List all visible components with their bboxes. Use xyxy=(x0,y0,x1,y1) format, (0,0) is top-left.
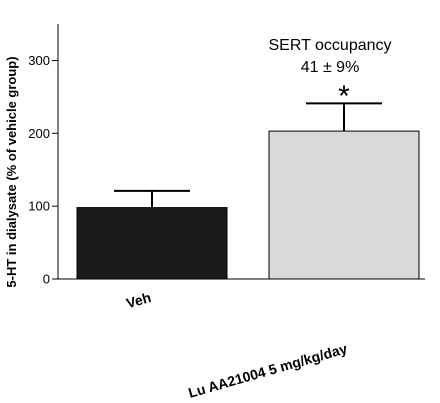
y-tick-label: 100 xyxy=(28,199,50,214)
y-tick-label: 300 xyxy=(28,53,50,68)
annotation-line2: 41 ± 9% xyxy=(301,59,360,76)
annotation-line1: SERT occupancy xyxy=(268,37,391,54)
y-tick-label: 0 xyxy=(43,272,50,287)
y-tick-label: 200 xyxy=(28,126,50,141)
bar-1 xyxy=(268,130,420,280)
x-category-label-drug: Lu AA21004 5 mg/kg/day xyxy=(186,340,349,401)
x-category-label-veh: Veh xyxy=(124,289,152,311)
bars xyxy=(76,130,420,280)
bar-0 xyxy=(76,207,228,280)
labels: Veh Lu AA21004 5 mg/kg/day xyxy=(124,289,349,401)
error-bars xyxy=(114,102,382,208)
significance-marker: * xyxy=(338,80,350,113)
y-axis-title: 5-HT in dialysate (% of vehicle group) xyxy=(4,56,19,287)
